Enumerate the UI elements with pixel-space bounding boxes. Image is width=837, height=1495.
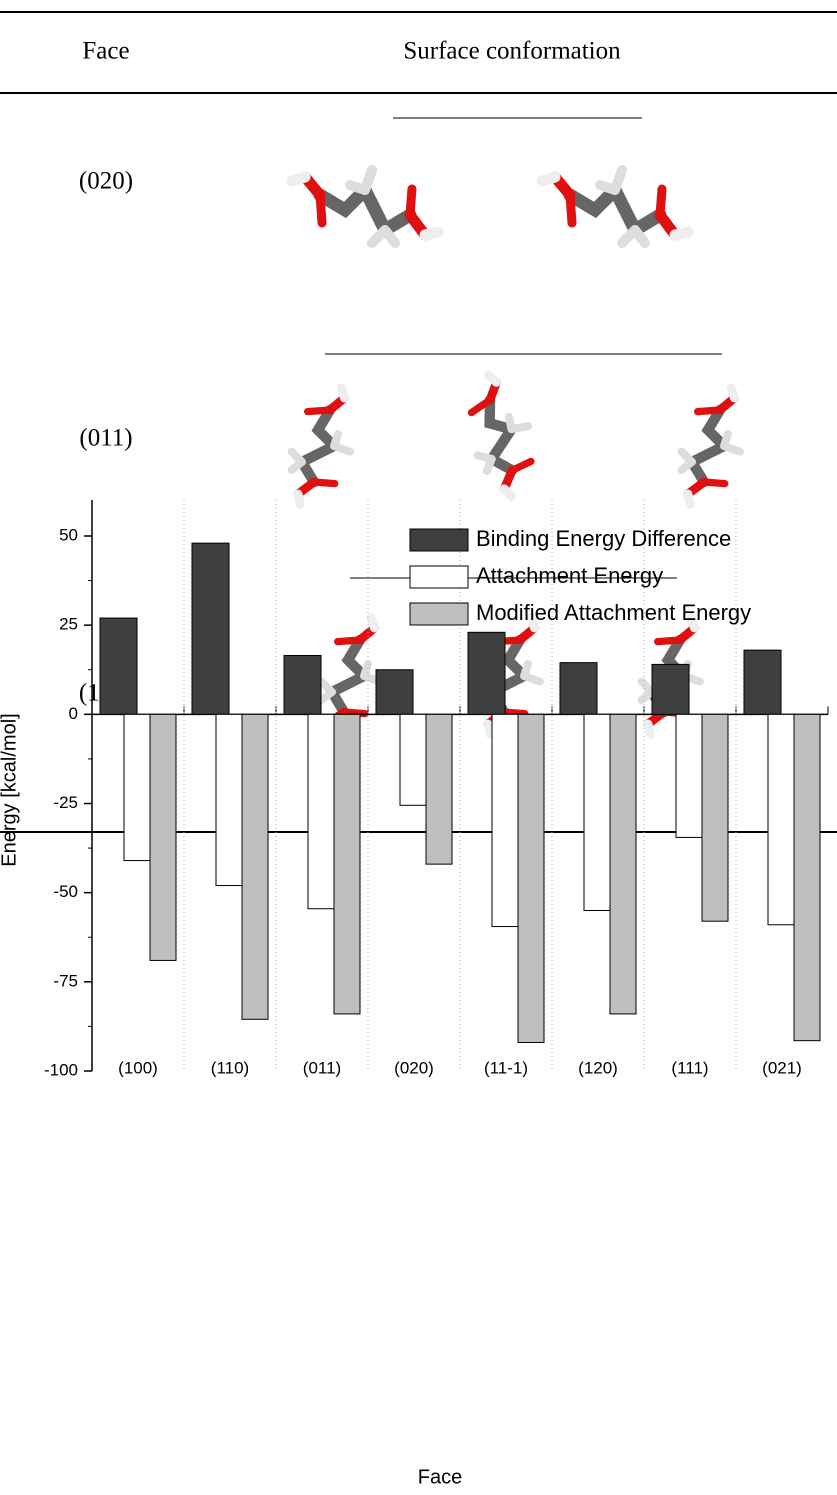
x-tick-label: (100) bbox=[118, 1058, 158, 1077]
bar bbox=[560, 663, 597, 715]
legend-swatch bbox=[410, 529, 468, 551]
bar bbox=[284, 655, 321, 714]
y-tick-label: 25 bbox=[59, 615, 78, 634]
bar bbox=[192, 543, 229, 714]
molecule-image bbox=[292, 354, 740, 504]
y-tick-label: -50 bbox=[53, 882, 78, 901]
y-tick-label: 50 bbox=[59, 525, 78, 544]
y-tick-label: 0 bbox=[69, 704, 78, 723]
header-cell: Face bbox=[82, 38, 129, 65]
row-label: (011) bbox=[79, 425, 132, 452]
bar bbox=[768, 714, 794, 924]
x-tick-label: (111) bbox=[671, 1058, 708, 1077]
bar bbox=[468, 632, 505, 714]
bar bbox=[652, 664, 689, 714]
x-axis-label: Face bbox=[418, 1466, 462, 1488]
bar bbox=[334, 714, 360, 1014]
bar bbox=[242, 714, 268, 1019]
x-tick-label: (11-1) bbox=[484, 1058, 528, 1077]
x-tick-label: (120) bbox=[578, 1058, 618, 1077]
bar bbox=[400, 714, 426, 805]
bar bbox=[100, 618, 137, 714]
molecule-image bbox=[292, 118, 688, 243]
bar bbox=[376, 670, 413, 715]
bar bbox=[308, 714, 334, 908]
legend-swatch bbox=[410, 566, 468, 588]
legend-swatch bbox=[410, 603, 468, 625]
bar bbox=[492, 714, 518, 926]
chart: -100 -75 -50 -25 0 25 50 (100) (110) (011) (020) (1… bbox=[0, 500, 828, 1488]
bar bbox=[426, 714, 452, 864]
x-tick-label: (020) bbox=[394, 1058, 434, 1077]
bar bbox=[518, 714, 544, 1042]
bar bbox=[584, 714, 610, 910]
legend-label: Attachment Energy bbox=[476, 563, 663, 588]
y-tick-label: -100 bbox=[44, 1060, 78, 1079]
bar bbox=[676, 714, 702, 837]
bar bbox=[794, 714, 820, 1040]
y-tick-label: -75 bbox=[53, 971, 78, 990]
y-tick-label: -25 bbox=[53, 793, 78, 812]
header-cell: Surface conformation bbox=[403, 38, 621, 65]
bar bbox=[150, 714, 176, 960]
figure: Face Surface conformation (020) (011) (1… bbox=[0, 0, 837, 1495]
legend-label: Modified Attachment Energy bbox=[476, 600, 751, 625]
bar bbox=[702, 714, 728, 921]
bar bbox=[216, 714, 242, 885]
row-label: (020) bbox=[79, 168, 133, 195]
bar bbox=[744, 650, 781, 714]
bar bbox=[610, 714, 636, 1014]
y-axis-label: Energy [kcal/mol] bbox=[0, 713, 20, 866]
bar bbox=[124, 714, 150, 860]
legend-label: Binding Energy Difference bbox=[476, 526, 731, 551]
x-tick-label: (110) bbox=[211, 1058, 249, 1077]
x-tick-label: (011) bbox=[303, 1058, 341, 1077]
x-tick-label: (021) bbox=[762, 1058, 802, 1077]
